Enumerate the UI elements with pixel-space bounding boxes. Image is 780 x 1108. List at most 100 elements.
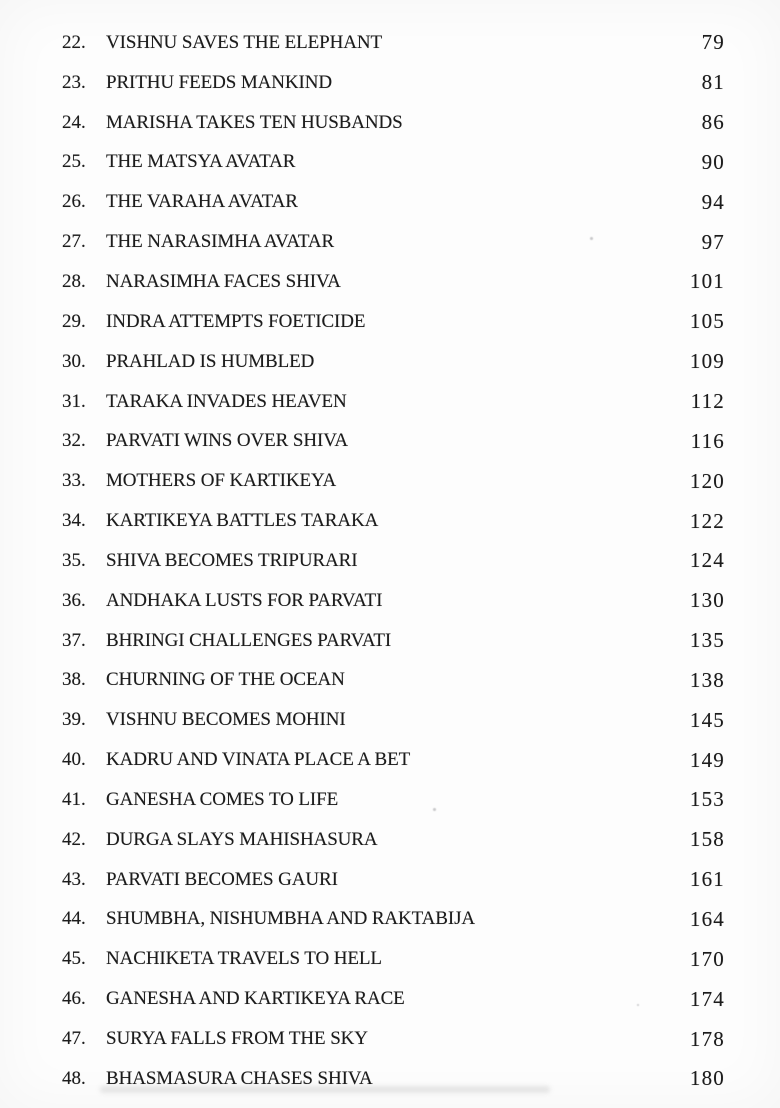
entry-page-number: 170 bbox=[689, 946, 725, 971]
entry-number: 26. bbox=[62, 191, 86, 213]
entry-number: 31. bbox=[62, 390, 86, 412]
entry-title: KADRU AND VINATA PLACE A BET bbox=[106, 749, 411, 771]
entry-page-number: 122 bbox=[689, 508, 725, 533]
entry-page-number: 135 bbox=[689, 628, 725, 653]
toc-row: 27. THE NARASIMHA AVATAR 97 bbox=[0, 222, 780, 262]
toc-row: 45. NACHIKETA TRAVELS TO HELL 170 bbox=[0, 939, 780, 979]
toc-row: 29. INDRA ATTEMPTS FOETICIDE 105 bbox=[0, 302, 780, 342]
toc-row: 33. MOTHERS OF KARTIKEYA 120 bbox=[0, 461, 780, 501]
toc-row: 39. VISHNU BECOMES MOHINI 145 bbox=[0, 700, 780, 740]
entry-number: 48. bbox=[62, 1067, 86, 1089]
toc-row: 42. DURGA SLAYS MAHISHASURA 158 bbox=[0, 820, 780, 860]
entry-page-number: 97 bbox=[701, 229, 725, 254]
entry-title: SHUMBHA, NISHUMBHA AND RAKTABIJA bbox=[106, 908, 475, 930]
entry-page-number: 158 bbox=[689, 827, 725, 852]
entry-page-number: 116 bbox=[690, 428, 725, 453]
entry-title: VISHNU SAVES THE ELEPHANT bbox=[106, 31, 383, 53]
toc-row: 37. BHRINGI CHALLENGES PARVATI 135 bbox=[0, 621, 780, 661]
entry-number: 23. bbox=[62, 71, 86, 93]
entry-title: NACHIKETA TRAVELS TO HELL bbox=[106, 948, 382, 970]
entry-page-number: 94 bbox=[701, 189, 725, 214]
entry-page-number: 178 bbox=[689, 1026, 725, 1051]
entry-number: 35. bbox=[62, 549, 86, 571]
entry-number: 27. bbox=[62, 231, 86, 253]
toc-row: 30. PRAHLAD IS HUMBLED 109 bbox=[0, 342, 780, 382]
entry-number: 22. bbox=[62, 31, 86, 53]
entry-title: PRITHU FEEDS MANKIND bbox=[106, 71, 333, 93]
toc-row: 24. MARISHA TAKES TEN HUSBANDS 86 bbox=[0, 103, 780, 143]
entry-page-number: 120 bbox=[689, 468, 725, 493]
entry-number: 41. bbox=[62, 788, 86, 810]
toc-row: 38. CHURNING OF THE OCEAN 138 bbox=[0, 661, 780, 701]
entry-number: 37. bbox=[62, 629, 86, 651]
entry-title: BHASMASURA CHASES SHIVA bbox=[106, 1067, 373, 1089]
toc-row: 23. PRITHU FEEDS MANKIND 81 bbox=[0, 63, 780, 103]
toc-row: 26. THE VARAHA AVATAR 94 bbox=[0, 182, 780, 222]
entry-number: 33. bbox=[62, 470, 86, 492]
entry-page-number: 105 bbox=[689, 309, 725, 334]
entry-number: 42. bbox=[62, 828, 86, 850]
entry-title: THE VARAHA AVATAR bbox=[106, 191, 298, 213]
entry-title: DURGA SLAYS MAHISHASURA bbox=[106, 828, 378, 850]
toc-row: 22. VISHNU SAVES THE ELEPHANT 79 bbox=[0, 23, 780, 63]
entry-title: PARVATI WINS OVER SHIVA bbox=[106, 430, 349, 452]
entry-title: BHRINGI CHALLENGES PARVATI bbox=[106, 629, 392, 651]
entry-page-number: 145 bbox=[689, 707, 725, 732]
entry-number: 44. bbox=[62, 908, 86, 930]
toc-row: 25. THE MATSYA AVATAR 90 bbox=[0, 143, 780, 183]
scan-speck bbox=[590, 237, 593, 240]
toc-row: 41. GANESHA COMES TO LIFE 153 bbox=[0, 780, 780, 820]
toc-row: 40. KADRU AND VINATA PLACE A BET 149 bbox=[0, 740, 780, 780]
entry-title: VISHNU BECOMES MOHINI bbox=[106, 709, 346, 731]
entry-page-number: 180 bbox=[689, 1066, 725, 1091]
toc-row: 48. BHASMASURA CHASES SHIVA 180 bbox=[0, 1059, 780, 1099]
toc-row: 44. SHUMBHA, NISHUMBHA AND RAKTABIJA 164 bbox=[0, 900, 780, 940]
entry-page-number: 149 bbox=[689, 747, 725, 772]
entry-number: 29. bbox=[62, 310, 86, 332]
entry-page-number: 153 bbox=[689, 787, 725, 812]
entry-title: GANESHA COMES TO LIFE bbox=[106, 788, 339, 810]
entry-number: 38. bbox=[62, 669, 86, 691]
toc-row: 46. GANESHA AND KARTIKEYA RACE 174 bbox=[0, 979, 780, 1019]
entry-number: 45. bbox=[62, 948, 86, 970]
entry-title: CHURNING OF THE OCEAN bbox=[106, 669, 345, 691]
toc-row: 34. KARTIKEYA BATTLES TARAKA 122 bbox=[0, 501, 780, 541]
toc-row: 31. TARAKA INVADES HEAVEN 112 bbox=[0, 382, 780, 422]
entry-page-number: 86 bbox=[701, 110, 725, 135]
entry-page-number: 81 bbox=[701, 70, 725, 95]
entry-page-number: 130 bbox=[689, 588, 725, 613]
scan-speck bbox=[433, 808, 436, 811]
entry-title: THE MATSYA AVATAR bbox=[106, 151, 296, 173]
entry-title: SURYA FALLS FROM THE SKY bbox=[106, 1028, 368, 1050]
toc-row: 47. SURYA FALLS FROM THE SKY 178 bbox=[0, 1019, 780, 1059]
entry-number: 40. bbox=[62, 749, 86, 771]
toc-row: 32. PARVATI WINS OVER SHIVA 116 bbox=[0, 421, 780, 461]
entry-title: PRAHLAD IS HUMBLED bbox=[106, 350, 315, 372]
entry-title: ANDHAKA LUSTS FOR PARVATI bbox=[106, 589, 383, 611]
entry-title: MOTHERS OF KARTIKEYA bbox=[106, 470, 337, 492]
entry-title: PARVATI BECOMES GAURI bbox=[106, 868, 338, 890]
entry-page-number: 112 bbox=[690, 389, 725, 414]
toc-row: 36. ANDHAKA LUSTS FOR PARVATI 130 bbox=[0, 581, 780, 621]
entry-title: KARTIKEYA BATTLES TARAKA bbox=[106, 510, 379, 532]
entry-page-number: 79 bbox=[701, 30, 725, 55]
entry-page-number: 124 bbox=[689, 548, 725, 573]
entry-number: 39. bbox=[62, 709, 86, 731]
entry-page-number: 164 bbox=[689, 906, 725, 931]
entry-title: THE NARASIMHA AVATAR bbox=[106, 231, 335, 253]
entry-title: SHIVA BECOMES TRIPURARI bbox=[106, 549, 358, 571]
entry-number: 32. bbox=[62, 430, 86, 452]
scan-speck bbox=[637, 1004, 639, 1006]
entry-number: 36. bbox=[62, 589, 86, 611]
entry-title: GANESHA AND KARTIKEYA RACE bbox=[106, 988, 405, 1010]
toc-row: 28. NARASIMHA FACES SHIVA 101 bbox=[0, 262, 780, 302]
entry-number: 34. bbox=[62, 510, 86, 532]
entry-number: 30. bbox=[62, 350, 86, 372]
entry-title: INDRA ATTEMPTS FOETICIDE bbox=[106, 310, 366, 332]
entry-page-number: 161 bbox=[689, 867, 725, 892]
entry-page-number: 101 bbox=[689, 269, 725, 294]
entry-page-number: 90 bbox=[701, 149, 725, 174]
entry-number: 46. bbox=[62, 988, 86, 1010]
